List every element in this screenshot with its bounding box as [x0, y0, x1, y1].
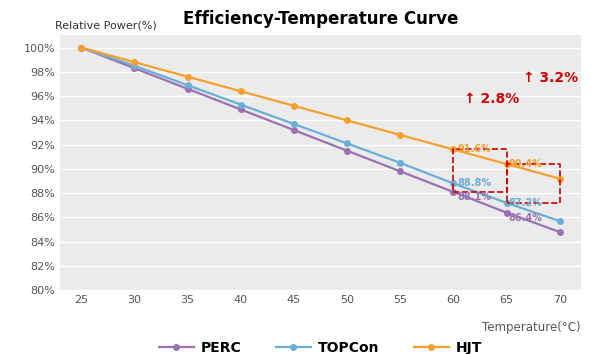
TOPCon	[78, 45, 85, 50]
Legend: PERC, TOPCon, HJT: PERC, TOPCon, HJT	[153, 336, 488, 354]
TOPCon	[291, 122, 298, 126]
PERC	[291, 128, 298, 132]
TOPCon	[184, 83, 191, 87]
Line: HJT: HJT	[78, 45, 562, 181]
Text: 86.4%: 86.4%	[509, 213, 543, 223]
PERC	[131, 66, 138, 70]
Text: ↑ 2.8%: ↑ 2.8%	[464, 92, 519, 105]
TOPCon	[343, 141, 350, 145]
HJT	[237, 89, 244, 93]
Text: 88.8%: 88.8%	[458, 178, 492, 188]
PERC	[184, 87, 191, 91]
Text: 87.2%: 87.2%	[509, 198, 543, 208]
PERC	[450, 190, 457, 194]
Line: PERC: PERC	[78, 45, 562, 235]
TOPCon	[237, 102, 244, 107]
Text: 88.1%: 88.1%	[458, 192, 492, 202]
HJT	[78, 45, 85, 50]
Line: TOPCon: TOPCon	[78, 45, 562, 224]
Text: Temperature(°C): Temperature(°C)	[482, 321, 581, 334]
Text: ↑ 3.2%: ↑ 3.2%	[522, 71, 577, 85]
PERC	[343, 149, 350, 153]
TOPCon	[556, 219, 563, 223]
HJT	[131, 60, 138, 64]
PERC	[78, 45, 85, 50]
PERC	[397, 169, 404, 173]
PERC	[503, 211, 510, 215]
TOPCon	[397, 161, 404, 165]
Text: 91.6%: 91.6%	[458, 144, 491, 154]
TOPCon	[131, 64, 138, 68]
HJT	[184, 75, 191, 79]
Title: Efficiency-Temperature Curve: Efficiency-Temperature Curve	[183, 10, 458, 28]
Text: Relative Power(%): Relative Power(%)	[55, 20, 156, 30]
TOPCon	[503, 201, 510, 205]
Text: 90.4%: 90.4%	[509, 159, 543, 169]
HJT	[503, 162, 510, 166]
HJT	[343, 118, 350, 122]
PERC	[556, 230, 563, 234]
TOPCon	[450, 181, 457, 185]
HJT	[291, 104, 298, 108]
HJT	[556, 177, 563, 181]
HJT	[397, 133, 404, 137]
HJT	[450, 147, 457, 152]
PERC	[237, 107, 244, 112]
